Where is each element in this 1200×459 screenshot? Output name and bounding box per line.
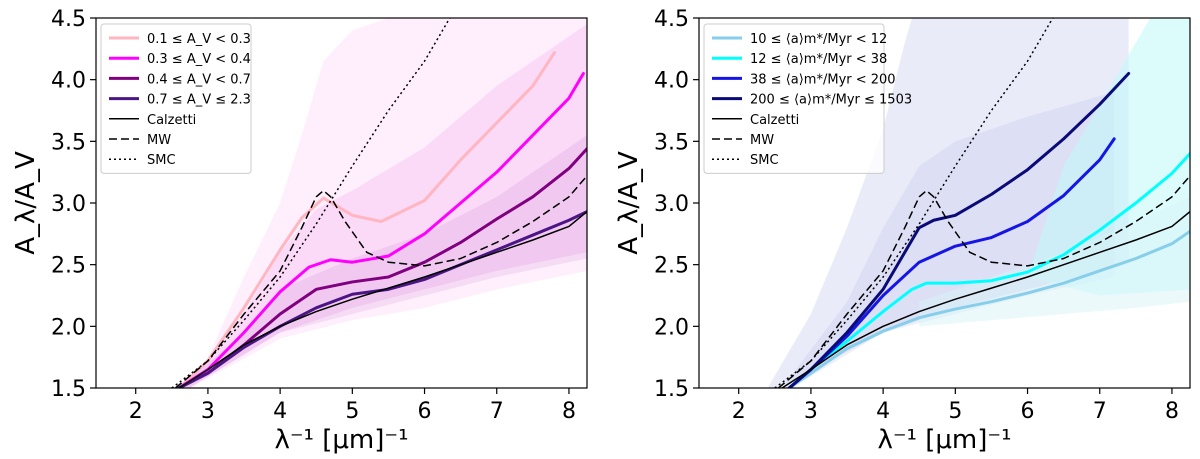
legend-box: [100, 23, 252, 174]
legend-label: 12 ≤ ⟨a⟩m*/Myr < 38: [750, 52, 887, 67]
series-line-2: [787, 152, 1190, 388]
x-axis-label: λ⁻¹ [μm]⁻¹: [274, 425, 408, 455]
y-tick-label: 4.0: [51, 69, 86, 94]
panel-av: 2 3 4 5 6 7 8 1.5 2.0 2.5 3.0 3.5 4.0 4.5 λ⁻¹ [μm]⁻¹ A_…: [11, 7, 588, 455]
y-tick-label: 2.0: [654, 315, 689, 340]
uncertainty-band-1: [767, 18, 1129, 388]
legend-label: MW: [750, 133, 774, 148]
y-tick-label: 1.5: [654, 377, 689, 402]
legend-label: Calzetti: [750, 113, 799, 128]
legend: 10 ≤ ⟨a⟩m*/Myr < 12 12 ≤ ⟨a⟩m*/Myr < 38 38…: [703, 23, 912, 174]
x-tick-label: 6: [418, 399, 432, 424]
plot-area: [767, 18, 1190, 388]
plot-area: [171, 18, 587, 388]
legend-box: [703, 23, 885, 174]
legend-label: 0.1 ≤ A_V < 0.3: [147, 32, 251, 47]
x-tick-label: 2: [129, 399, 143, 424]
y-tick-label: 4.5: [51, 7, 86, 32]
series-line-7: [171, 18, 451, 388]
x-tick-label: 4: [876, 399, 890, 424]
y-tick-label: 4.0: [654, 69, 689, 94]
uncertainty-band-1: [179, 18, 587, 388]
legend-label: 0.3 ≤ A_V < 0.4: [147, 52, 251, 67]
legend-label: 10 ≤ ⟨a⟩m*/Myr < 12: [750, 32, 887, 47]
series-line-4: [177, 210, 587, 388]
y-axis-label: A_λ/A_V: [614, 151, 644, 255]
series-line-4: [787, 72, 1131, 388]
y-tick-label: 3.0: [654, 192, 689, 217]
x-tick-label: 7: [490, 399, 504, 424]
legend-label: Calzetti: [147, 113, 196, 128]
x-tick-label: 8: [562, 399, 576, 424]
legend-label: MW: [147, 133, 171, 148]
uncertainty-band-2: [179, 24, 587, 388]
legend-label: 0.7 ≤ A_V ≤ 2.3: [147, 93, 251, 108]
series-line-3: [787, 137, 1116, 388]
x-tick-label: 5: [345, 399, 359, 424]
y-axis-label: A_λ/A_V: [11, 151, 41, 255]
series-line-1: [177, 51, 557, 388]
x-tick-label: 8: [1165, 399, 1179, 424]
y-tick-label: 3.5: [51, 130, 86, 155]
series-line-1: [787, 229, 1190, 388]
y-tick-label: 2.5: [654, 254, 689, 279]
series-line-2: [177, 72, 585, 388]
x-tick-label: 5: [948, 399, 962, 424]
y-tick-label: 3.0: [51, 192, 86, 217]
x-axis-label: λ⁻¹ [μm]⁻¹: [877, 425, 1011, 455]
legend-label: 0.4 ≤ A_V < 0.7: [147, 72, 251, 87]
legend-label: 200 ≤ ⟨a⟩m*/Myr ≤ 1503: [750, 93, 912, 108]
legend: 0.1 ≤ A_V < 0.3 0.3 ≤ A_V < 0.4 0.4 ≤ A_V …: [100, 23, 252, 174]
y-tick-label: 2.0: [51, 315, 86, 340]
x-tick-label: 3: [201, 399, 215, 424]
x-tick-label: 6: [1021, 399, 1035, 424]
series-line-7: [774, 18, 1054, 388]
x-tick-label: 2: [732, 399, 746, 424]
legend-label: 38 ≤ ⟨a⟩m*/Myr < 200: [750, 72, 896, 87]
y-tick-label: 1.5: [51, 377, 86, 402]
y-tick-label: 4.5: [654, 7, 689, 32]
x-tick-label: 3: [804, 399, 818, 424]
series-line-6: [777, 175, 1190, 388]
x-tick-label: 4: [273, 399, 287, 424]
legend-label: SMC: [147, 153, 176, 168]
y-tick-label: 2.5: [51, 254, 86, 279]
y-tick-label: 3.5: [654, 130, 689, 155]
series-line-5: [781, 210, 1190, 388]
series-line-6: [174, 175, 587, 388]
panel-age: 2 3 4 5 6 7 8 1.5 2.0 2.5 3.0 3.5 4.0 4.5 λ⁻¹ [μm]⁻¹ A_…: [614, 7, 1191, 455]
x-tick-label: 7: [1093, 399, 1107, 424]
series-line-5: [178, 210, 587, 388]
legend-label: SMC: [750, 153, 779, 168]
